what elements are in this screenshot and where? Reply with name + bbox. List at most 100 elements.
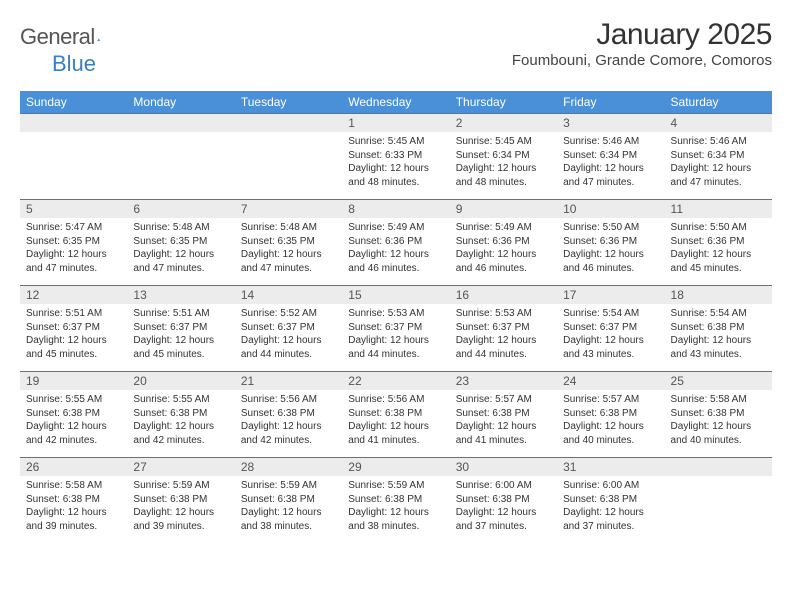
weekday-header: Monday: [127, 91, 234, 113]
day-detail: Sunrise: 5:53 AMSunset: 6:37 PMDaylight:…: [450, 304, 557, 371]
day-detail: Sunrise: 5:51 AMSunset: 6:37 PMDaylight:…: [127, 304, 234, 371]
weekday-header: Friday: [557, 91, 664, 113]
sunset-line: Sunset: 6:34 PM: [456, 149, 551, 163]
daylight-line: Daylight: 12 hours and 42 minutes.: [241, 420, 336, 447]
sunrise-line: Sunrise: 5:49 AM: [456, 221, 551, 235]
day-number: 30: [450, 458, 557, 476]
daylight-line: Daylight: 12 hours and 38 minutes.: [241, 506, 336, 533]
sunset-line: Sunset: 6:37 PM: [26, 321, 121, 335]
sunset-line: Sunset: 6:37 PM: [133, 321, 228, 335]
calendar-grid: Sunday Monday Tuesday Wednesday Thursday…: [20, 91, 772, 543]
day-number: 4: [665, 114, 772, 132]
daylight-line: Daylight: 12 hours and 46 minutes.: [348, 248, 443, 275]
day-detail: Sunrise: 6:00 AMSunset: 6:38 PMDaylight:…: [450, 476, 557, 543]
sunset-line: Sunset: 6:37 PM: [563, 321, 658, 335]
day-detail: [127, 132, 234, 186]
day-detail: Sunrise: 5:46 AMSunset: 6:34 PMDaylight:…: [665, 132, 772, 199]
day-number: 18: [665, 286, 772, 304]
sunrise-line: Sunrise: 5:53 AM: [348, 307, 443, 321]
sunrise-line: Sunrise: 6:00 AM: [563, 479, 658, 493]
week-row: 26Sunrise: 5:58 AMSunset: 6:38 PMDayligh…: [20, 457, 772, 543]
daylight-line: Daylight: 12 hours and 47 minutes.: [671, 162, 766, 189]
sunrise-line: Sunrise: 5:45 AM: [456, 135, 551, 149]
day-number: 1: [342, 114, 449, 132]
day-cell: 29Sunrise: 5:59 AMSunset: 6:38 PMDayligh…: [342, 458, 449, 543]
weekday-header: Sunday: [20, 91, 127, 113]
day-cell: 2Sunrise: 5:45 AMSunset: 6:34 PMDaylight…: [450, 114, 557, 199]
sunset-line: Sunset: 6:38 PM: [671, 321, 766, 335]
daylight-line: Daylight: 12 hours and 44 minutes.: [456, 334, 551, 361]
day-detail: Sunrise: 5:59 AMSunset: 6:38 PMDaylight:…: [127, 476, 234, 543]
sunset-line: Sunset: 6:38 PM: [26, 493, 121, 507]
week-row: ...1Sunrise: 5:45 AMSunset: 6:33 PMDayli…: [20, 113, 772, 199]
day-number: 17: [557, 286, 664, 304]
day-cell: 17Sunrise: 5:54 AMSunset: 6:37 PMDayligh…: [557, 286, 664, 371]
day-detail: Sunrise: 5:51 AMSunset: 6:37 PMDaylight:…: [20, 304, 127, 371]
day-cell: 1Sunrise: 5:45 AMSunset: 6:33 PMDaylight…: [342, 114, 449, 199]
day-detail: Sunrise: 5:50 AMSunset: 6:36 PMDaylight:…: [665, 218, 772, 285]
daylight-line: Daylight: 12 hours and 40 minutes.: [671, 420, 766, 447]
sunset-line: Sunset: 6:38 PM: [563, 407, 658, 421]
sunset-line: Sunset: 6:38 PM: [26, 407, 121, 421]
daylight-line: Daylight: 12 hours and 39 minutes.: [26, 506, 121, 533]
sunrise-line: Sunrise: 6:00 AM: [456, 479, 551, 493]
sunrise-line: Sunrise: 5:54 AM: [671, 307, 766, 321]
day-number: 7: [235, 200, 342, 218]
day-detail: Sunrise: 5:55 AMSunset: 6:38 PMDaylight:…: [127, 390, 234, 457]
day-number: 11: [665, 200, 772, 218]
sunset-line: Sunset: 6:38 PM: [563, 493, 658, 507]
daylight-line: Daylight: 12 hours and 43 minutes.: [671, 334, 766, 361]
day-detail: [235, 132, 342, 186]
day-detail: Sunrise: 5:53 AMSunset: 6:37 PMDaylight:…: [342, 304, 449, 371]
sunset-line: Sunset: 6:38 PM: [241, 407, 336, 421]
day-number: 10: [557, 200, 664, 218]
sunrise-line: Sunrise: 5:55 AM: [26, 393, 121, 407]
daylight-line: Daylight: 12 hours and 48 minutes.: [348, 162, 443, 189]
daylight-line: Daylight: 12 hours and 37 minutes.: [456, 506, 551, 533]
day-number: 14: [235, 286, 342, 304]
day-number: 31: [557, 458, 664, 476]
daylight-line: Daylight: 12 hours and 42 minutes.: [26, 420, 121, 447]
daylight-line: Daylight: 12 hours and 45 minutes.: [26, 334, 121, 361]
day-cell: 19Sunrise: 5:55 AMSunset: 6:38 PMDayligh…: [20, 372, 127, 457]
daylight-line: Daylight: 12 hours and 38 minutes.: [348, 506, 443, 533]
daylight-line: Daylight: 12 hours and 40 minutes.: [563, 420, 658, 447]
day-number: 20: [127, 372, 234, 390]
logo-sail-icon: [97, 28, 100, 46]
week-row: 12Sunrise: 5:51 AMSunset: 6:37 PMDayligh…: [20, 285, 772, 371]
day-cell: 14Sunrise: 5:52 AMSunset: 6:37 PMDayligh…: [235, 286, 342, 371]
daylight-line: Daylight: 12 hours and 44 minutes.: [348, 334, 443, 361]
sunrise-line: Sunrise: 5:56 AM: [348, 393, 443, 407]
daylight-line: Daylight: 12 hours and 48 minutes.: [456, 162, 551, 189]
day-number: 28: [235, 458, 342, 476]
sunset-line: Sunset: 6:36 PM: [456, 235, 551, 249]
day-cell: 4Sunrise: 5:46 AMSunset: 6:34 PMDaylight…: [665, 114, 772, 199]
sunset-line: Sunset: 6:36 PM: [563, 235, 658, 249]
weekday-header: Thursday: [450, 91, 557, 113]
day-number: 15: [342, 286, 449, 304]
daylight-line: Daylight: 12 hours and 41 minutes.: [348, 420, 443, 447]
day-detail: Sunrise: 5:58 AMSunset: 6:38 PMDaylight:…: [665, 390, 772, 457]
day-cell: 27Sunrise: 5:59 AMSunset: 6:38 PMDayligh…: [127, 458, 234, 543]
sunset-line: Sunset: 6:34 PM: [563, 149, 658, 163]
sunrise-line: Sunrise: 5:58 AM: [671, 393, 766, 407]
day-cell: 31Sunrise: 6:00 AMSunset: 6:38 PMDayligh…: [557, 458, 664, 543]
sunset-line: Sunset: 6:38 PM: [348, 493, 443, 507]
sunrise-line: Sunrise: 5:56 AM: [241, 393, 336, 407]
sunrise-line: Sunrise: 5:48 AM: [241, 221, 336, 235]
day-cell: 16Sunrise: 5:53 AMSunset: 6:37 PMDayligh…: [450, 286, 557, 371]
weekday-header: Saturday: [665, 91, 772, 113]
daylight-line: Daylight: 12 hours and 41 minutes.: [456, 420, 551, 447]
daylight-line: Daylight: 12 hours and 47 minutes.: [133, 248, 228, 275]
day-cell: .: [20, 114, 127, 199]
sunset-line: Sunset: 6:34 PM: [671, 149, 766, 163]
day-detail: [665, 476, 772, 530]
day-cell: 8Sunrise: 5:49 AMSunset: 6:36 PMDaylight…: [342, 200, 449, 285]
sunrise-line: Sunrise: 5:51 AM: [133, 307, 228, 321]
daylight-line: Daylight: 12 hours and 39 minutes.: [133, 506, 228, 533]
week-row: 19Sunrise: 5:55 AMSunset: 6:38 PMDayligh…: [20, 371, 772, 457]
day-number: .: [20, 114, 127, 132]
week-row: 5Sunrise: 5:47 AMSunset: 6:35 PMDaylight…: [20, 199, 772, 285]
sunset-line: Sunset: 6:33 PM: [348, 149, 443, 163]
day-detail: Sunrise: 5:58 AMSunset: 6:38 PMDaylight:…: [20, 476, 127, 543]
